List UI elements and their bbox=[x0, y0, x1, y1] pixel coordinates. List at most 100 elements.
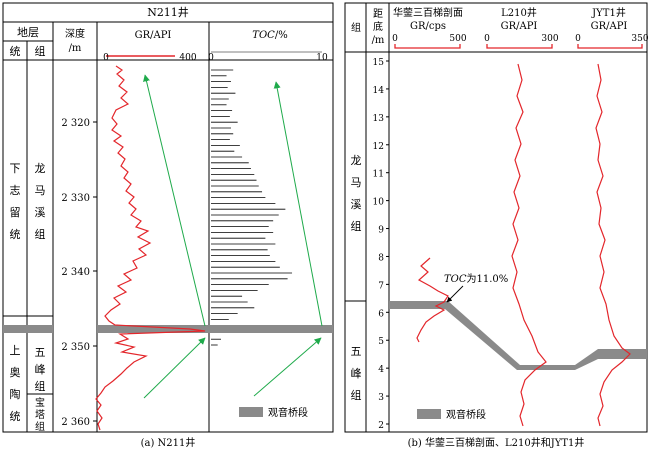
distance-tick-label: 8 bbox=[378, 253, 384, 263]
panel-b-header-formation: 组 bbox=[351, 21, 361, 34]
legend-label-b: 观音桥段 bbox=[446, 408, 486, 421]
gr-curve-jyt1 bbox=[595, 63, 631, 427]
series-lower-char-0: 上 bbox=[10, 344, 21, 357]
series-upper-char-1: 志 bbox=[10, 184, 21, 197]
profile2-max: 300 bbox=[541, 34, 558, 44]
panel-b-header-dist-2: /m bbox=[372, 35, 385, 46]
panel-b-header-dist-1: 底 bbox=[373, 20, 383, 33]
toc-scale-min: 0 bbox=[208, 53, 214, 63]
longmaxi-char-2: 溪 bbox=[35, 206, 46, 219]
profile3-title: JYT1井 bbox=[591, 6, 626, 19]
profile3-min: 0 bbox=[575, 34, 581, 44]
distance-tick-label: 12 bbox=[373, 142, 384, 152]
distance-tick-label: 6 bbox=[378, 309, 384, 319]
formation-longmaxi-label: 龙 马 溪 组 bbox=[35, 162, 46, 241]
gr-curve-huaying bbox=[416, 257, 449, 343]
profile1-scale-bar bbox=[394, 44, 461, 49]
longmaxi-char-3: 组 bbox=[35, 227, 46, 241]
caption-a: (a) N211井 bbox=[141, 436, 196, 449]
series-upper-char-2: 留 bbox=[10, 206, 21, 219]
series-upper-char-3: 统 bbox=[10, 228, 21, 241]
depth-axis: 2 320 2 330 2 340 2 350 2 360 bbox=[61, 118, 97, 428]
distance-tick-label: 14 bbox=[373, 86, 385, 96]
guanyinqiao-correlation-band bbox=[389, 301, 647, 370]
formation-baota-label: 宝 塔 组 bbox=[35, 396, 45, 433]
profile3-max: 350 bbox=[631, 34, 648, 44]
longmaxi-char-1: 马 bbox=[35, 184, 46, 197]
baota-char-2: 组 bbox=[35, 420, 45, 433]
toc-annotation-arrow bbox=[446, 285, 464, 303]
trend-arrow bbox=[253, 337, 322, 397]
b-wufeng-char-1: 峰 bbox=[351, 367, 362, 380]
b-longmaxi-char-3: 组 bbox=[351, 219, 362, 233]
band-strata-col bbox=[3, 325, 53, 333]
depth-tick-label: 2 350 bbox=[61, 342, 90, 353]
trend-arrow bbox=[143, 337, 206, 399]
gr-curve-n211 bbox=[95, 65, 206, 431]
distance-tick-label: 9 bbox=[378, 226, 384, 236]
toc-axis-label-unit: /% bbox=[275, 30, 288, 41]
toc-axis-label-italic: TOC bbox=[252, 30, 275, 41]
panel-b-distance-axis: 15 14 13 12 11 10 9 8 7 6 5 4 3 2 bbox=[373, 58, 389, 431]
header-depth-line2: /m bbox=[69, 43, 82, 54]
depth-tick-label: 2 360 bbox=[61, 417, 90, 428]
series-lower-char-3: 统 bbox=[10, 410, 21, 423]
distance-tick-label: 3 bbox=[378, 393, 384, 403]
series-lower-char-2: 陶 bbox=[10, 387, 21, 401]
b-longmaxi-char-2: 溪 bbox=[351, 198, 362, 211]
series-upper-char-0: 下 bbox=[10, 162, 21, 175]
profile1-title: 华蓥三百梯剖面 bbox=[393, 6, 463, 19]
distance-tick-label: 10 bbox=[373, 198, 385, 208]
caption-b: (b) 华蓥三百梯剖面、L210井和JYT1井 bbox=[408, 436, 585, 449]
profile2-scale-bar bbox=[486, 44, 553, 49]
panel-b-wufeng-label: 五 峰 组 bbox=[351, 345, 362, 402]
distance-tick-label: 7 bbox=[378, 281, 384, 291]
distance-tick-label: 5 bbox=[378, 337, 384, 347]
series-lower-char-1: 奥 bbox=[10, 365, 21, 379]
b-longmaxi-char-0: 龙 bbox=[351, 154, 362, 167]
distance-tick-label: 11 bbox=[373, 170, 384, 180]
gr-scale-min: 0 bbox=[103, 53, 109, 63]
depth-tick-label: 2 340 bbox=[61, 267, 90, 278]
distance-tick-label: 4 bbox=[378, 365, 384, 375]
wufeng-char-1: 峰 bbox=[35, 363, 46, 376]
profile3-scale-bar bbox=[577, 44, 643, 49]
panel-b-longmaxi-label: 龙 马 溪 组 bbox=[351, 154, 362, 233]
header-formation: 组 bbox=[35, 44, 46, 58]
distance-tick-label: 2 bbox=[378, 421, 384, 431]
toc-bars bbox=[211, 69, 293, 346]
gr-axis-label: GR/API bbox=[135, 30, 172, 41]
toc-annotation-italic: TOC bbox=[444, 274, 467, 285]
panel-b-frame bbox=[344, 2, 648, 433]
b-wufeng-char-2: 组 bbox=[351, 388, 362, 402]
gr-curve-l210 bbox=[511, 63, 547, 427]
distance-tick-label: 13 bbox=[373, 114, 385, 124]
profile2-min: 0 bbox=[484, 34, 490, 44]
panel-b-header-dist-0: 距 bbox=[373, 8, 383, 20]
profile2-title: L210井 bbox=[501, 6, 537, 19]
profile3-unit: GR/API bbox=[591, 21, 628, 32]
distance-tick-label: 15 bbox=[373, 58, 385, 68]
panel-a: N211井 地层 统 组 深度 /m GR/API 0 400 TOC/% 0 … bbox=[2, 2, 334, 449]
toc-scale-max: 10 bbox=[316, 53, 328, 63]
toc-annotation: TOC为11.0% bbox=[444, 273, 508, 285]
legend-swatch-b bbox=[417, 409, 441, 419]
series-lower-label: 上 奥 陶 统 bbox=[10, 344, 21, 423]
header-strata: 地层 bbox=[17, 26, 39, 39]
toc-axis-label: TOC/% bbox=[252, 30, 287, 41]
toc-annotation-rest: 为11.0% bbox=[467, 273, 509, 285]
profile1-min: 0 bbox=[392, 34, 398, 44]
formation-wufeng-label: 五 峰 组 bbox=[35, 346, 46, 393]
legend-swatch-a bbox=[239, 407, 263, 417]
legend-label-a: 观音桥段 bbox=[268, 406, 308, 419]
band-log-col bbox=[97, 325, 333, 333]
gr-scale-max: 400 bbox=[179, 53, 196, 63]
profile1-max: 500 bbox=[449, 34, 466, 44]
longmaxi-char-0: 龙 bbox=[35, 162, 46, 175]
series-upper-label: 下 志 留 统 bbox=[10, 162, 21, 241]
depth-tick-label: 2 330 bbox=[61, 193, 90, 204]
baota-char-0: 宝 bbox=[35, 396, 45, 409]
trend-arrow bbox=[273, 81, 323, 327]
profile2-unit: GR/API bbox=[501, 21, 538, 32]
